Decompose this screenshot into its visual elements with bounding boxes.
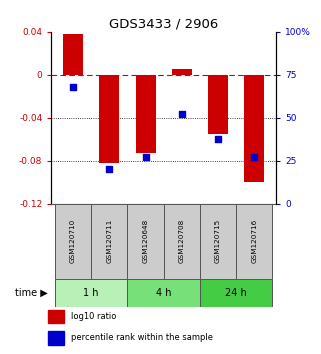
- Point: [179, 112, 184, 117]
- Bar: [164, 204, 200, 279]
- Point: [107, 167, 112, 172]
- Text: 24 h: 24 h: [225, 288, 247, 298]
- Point: [143, 155, 148, 160]
- Bar: [100, 75, 119, 163]
- Point: [215, 136, 221, 141]
- Point: [252, 155, 257, 160]
- Text: GSM120710: GSM120710: [70, 219, 76, 263]
- Text: log10 ratio: log10 ratio: [71, 312, 116, 321]
- Text: GSM120716: GSM120716: [251, 219, 257, 263]
- Text: 1 h: 1 h: [83, 288, 99, 298]
- Bar: [127, 279, 200, 307]
- Bar: [135, 75, 156, 153]
- Point: [71, 84, 76, 90]
- Text: 4 h: 4 h: [156, 288, 171, 298]
- Text: percentile rank within the sample: percentile rank within the sample: [71, 333, 213, 342]
- Text: time ▶: time ▶: [15, 288, 48, 298]
- Bar: [236, 204, 273, 279]
- Bar: [244, 75, 264, 182]
- Bar: [172, 69, 192, 75]
- Bar: [63, 34, 83, 75]
- Text: GSM120715: GSM120715: [215, 219, 221, 263]
- Bar: [48, 310, 64, 323]
- Text: GSM120648: GSM120648: [143, 219, 149, 263]
- Bar: [208, 75, 228, 134]
- Title: GDS3433 / 2906: GDS3433 / 2906: [109, 18, 218, 31]
- Bar: [91, 204, 127, 279]
- Bar: [55, 204, 91, 279]
- Bar: [200, 204, 236, 279]
- Text: GSM120708: GSM120708: [179, 219, 185, 263]
- Bar: [48, 331, 64, 345]
- Bar: [200, 279, 273, 307]
- Bar: [55, 279, 127, 307]
- Bar: [127, 204, 164, 279]
- Text: GSM120711: GSM120711: [106, 219, 112, 263]
